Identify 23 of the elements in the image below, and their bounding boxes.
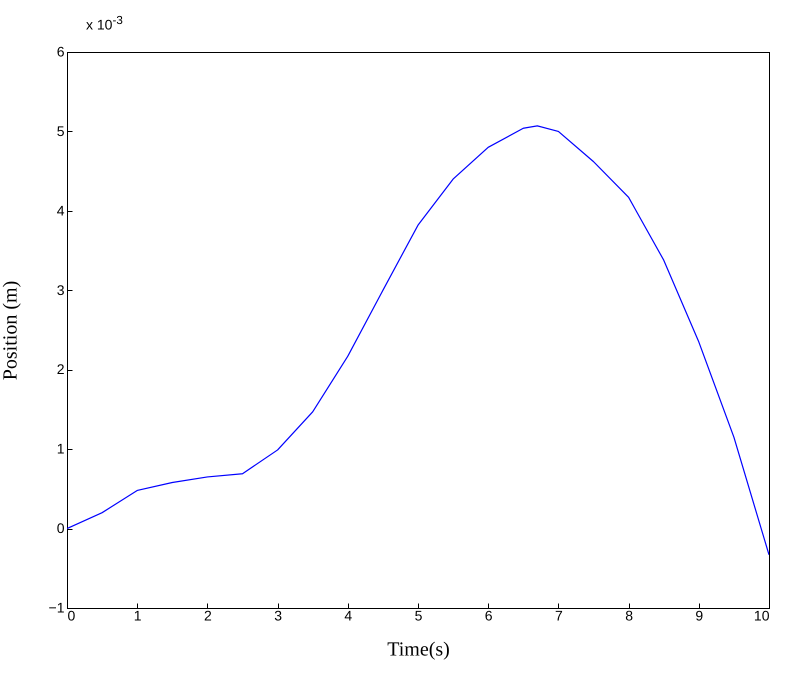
y-axis-title: Position (m)	[0, 280, 22, 380]
y-tick-label: 6	[56, 44, 65, 60]
x-tick-label: 0	[68, 608, 76, 624]
x-tick-label: 9	[695, 608, 704, 624]
x-tick-label: 7	[555, 608, 563, 624]
y-tick-label: 2	[56, 361, 65, 378]
x-tick-label: 1	[134, 608, 142, 624]
x-tick-label: 3	[274, 608, 282, 624]
x-tick-label: 4	[344, 608, 352, 624]
x-tick-label: 5	[414, 608, 423, 624]
x-tick-label: 8	[625, 608, 634, 624]
text: x 10$^{-3}$	[86, 14, 123, 33]
line-series	[67, 125, 769, 556]
x-axis-title: Time(s)	[387, 638, 450, 660]
y-tick-label: 3	[56, 282, 65, 298]
y-tick-label: 4	[56, 202, 65, 218]
y-tick-label: 0	[56, 520, 65, 536]
y-tick-label: −1	[48, 600, 65, 616]
x-tick-label: 6	[484, 608, 493, 624]
x-tick-label: 10	[754, 608, 770, 624]
x-tick-label: 2	[204, 608, 212, 624]
y-tick-label: 5	[56, 122, 65, 139]
y-tick-label: 1	[56, 440, 65, 457]
